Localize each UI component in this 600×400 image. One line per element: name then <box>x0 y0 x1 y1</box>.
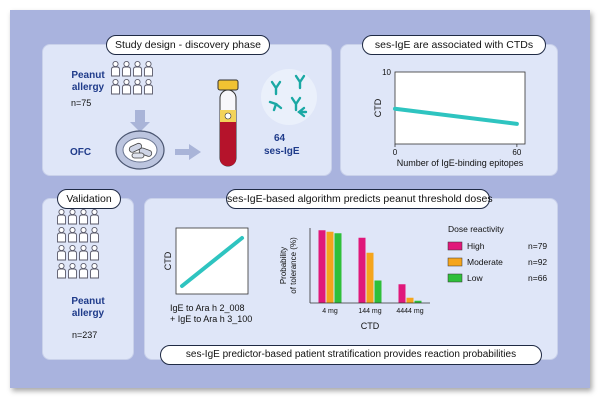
person-icon <box>57 226 66 243</box>
person-icon <box>90 208 99 225</box>
person-icon <box>90 226 99 243</box>
epitope-label: ses-IgE <box>264 146 300 157</box>
x-axis-label: Number of IgE-binding epitopes <box>397 158 524 168</box>
y-tick-label: 10 <box>382 68 391 77</box>
legend-swatch <box>447 241 463 251</box>
legend-label: High <box>467 241 485 251</box>
scatter-xlabel-line1: IgE to Ara h 2_008 <box>170 303 245 313</box>
legend-swatch <box>447 273 463 283</box>
bar <box>398 284 406 303</box>
ses-ige-scatter-chart: CTD <box>163 227 249 295</box>
person-icon <box>144 60 153 77</box>
arrow-down-icon <box>130 110 150 132</box>
bar <box>318 230 326 303</box>
epitope-count: 64 <box>274 133 286 144</box>
person-icon <box>122 78 131 95</box>
x-axis-label: CTD <box>361 321 380 331</box>
plot-area <box>394 71 526 145</box>
discovery-cohort-label: Peanut allergy <box>71 70 105 93</box>
x-tick-label: 0 <box>393 148 398 157</box>
validation-cohort-label: Peanut allergy <box>71 296 105 319</box>
y-axis-label: CTD <box>373 98 383 117</box>
ofc-label: OFC <box>70 147 92 158</box>
person-icon <box>57 244 66 261</box>
x-tick-label: 60 <box>512 148 521 157</box>
person-icon <box>133 60 142 77</box>
bar <box>374 280 382 303</box>
person-icon <box>90 262 99 279</box>
discovery-cohort-n: n=75 <box>71 98 92 108</box>
person-icon <box>57 208 66 225</box>
person-icon <box>79 208 88 225</box>
bar <box>406 297 414 303</box>
person-icon <box>79 262 88 279</box>
x-tick-label: 4444 mg <box>396 308 423 315</box>
regression-line <box>393 106 519 126</box>
x-tick-label: 4 mg <box>322 308 338 315</box>
y-axis-label-line2: of tolerance (%) <box>289 237 298 294</box>
arrow-right-icon <box>175 144 201 160</box>
antibody-icon <box>261 69 317 125</box>
discovery-cohort-icon <box>110 60 156 103</box>
people-group-icon <box>111 60 153 95</box>
legend-label: Low <box>467 273 483 283</box>
legend-count: n=92 <box>528 257 547 267</box>
legend-swatch <box>447 257 463 267</box>
study-design-title: Study design - discovery phase <box>106 35 270 55</box>
person-icon <box>144 78 153 95</box>
ctd-panel-title: ses-IgE are associated with CTDs <box>362 35 546 55</box>
person-icon <box>68 262 77 279</box>
validation-cohort-n: n=237 <box>72 330 98 340</box>
bar <box>414 300 422 303</box>
legend-title: Dose reactivity <box>448 224 504 234</box>
blood-tube-icon <box>217 79 239 167</box>
regression-line <box>180 236 244 288</box>
person-icon <box>111 78 120 95</box>
person-icon <box>68 226 77 243</box>
person-icon <box>133 78 142 95</box>
validation-cohort-icon <box>56 208 102 287</box>
legend-count: n=79 <box>528 241 547 251</box>
y-axis-label-line1: Probability <box>279 247 288 284</box>
person-icon <box>79 226 88 243</box>
person-icon <box>111 60 120 77</box>
person-icon <box>90 244 99 261</box>
tolerance-bar-chart: 4 mg 144 mg 4444 mg CTD Probability of tolera… <box>279 224 547 331</box>
person-icon <box>68 244 77 261</box>
bar <box>358 237 366 303</box>
validation-title: Validation <box>57 189 121 209</box>
y-axis-label: CTD <box>163 251 173 270</box>
algorithm-caption: ses-IgE predictor-based patient stratifi… <box>160 345 542 365</box>
person-icon <box>122 60 131 77</box>
legend-label: Moderate <box>467 257 503 267</box>
person-icon <box>79 244 88 261</box>
bar <box>366 252 374 303</box>
person-icon <box>57 262 66 279</box>
x-tick-label: 144 mg <box>358 308 381 315</box>
people-group-icon <box>57 208 99 279</box>
pill-plate-icon <box>115 130 165 170</box>
validation-panel <box>42 198 134 360</box>
scatter-xlabel-line2: + IgE to Ara h 3_100 <box>170 314 253 324</box>
bar <box>326 231 334 303</box>
algorithm-title: ses-IgE-based algorithm predicts peanut … <box>226 189 493 209</box>
legend-count: n=66 <box>528 273 547 283</box>
bar <box>334 233 342 303</box>
person-icon <box>68 208 77 225</box>
